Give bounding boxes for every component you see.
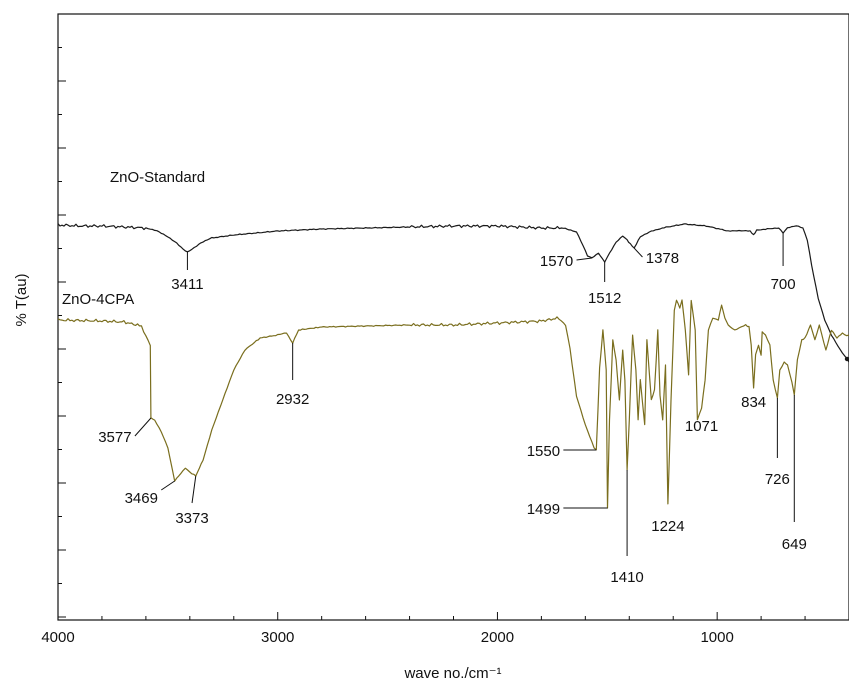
- y-axis-ticks: [58, 47, 66, 618]
- peak-label-726: 726: [765, 471, 790, 488]
- peak-label-1570: 1570: [540, 253, 573, 270]
- peak-label-1410: 1410: [610, 569, 643, 586]
- peak-label-3373: 3373: [175, 510, 208, 527]
- peak-label-1550: 1550: [527, 443, 560, 460]
- plot-frame: [57, 13, 849, 621]
- y-axis-title: % T(au): [13, 273, 30, 326]
- series-label-zno-standard: ZnO-Standard: [110, 169, 205, 186]
- peak-label-1512: 1512: [588, 290, 621, 307]
- peak-label-3411: 3411: [171, 276, 203, 293]
- peak-leader-line: [160, 480, 175, 491]
- x-tick-label: 2000: [481, 629, 514, 646]
- peak-label-700: 700: [771, 276, 796, 293]
- x-tick-label: 1000: [700, 629, 733, 646]
- x-axis-title: wave no./cm⁻¹: [403, 665, 501, 682]
- peak-label-649: 649: [782, 536, 807, 553]
- peak-label-1224: 1224: [651, 518, 684, 535]
- series-line-zno-standard: [57, 223, 849, 363]
- peak-leader-line: [633, 247, 643, 258]
- peak-label-1378: 1378: [646, 250, 679, 267]
- x-tick-label: 4000: [41, 629, 74, 646]
- series-label-zno-4cpa: ZnO-4CPA: [62, 291, 134, 308]
- peak-label-834: 834: [741, 394, 766, 411]
- series-layer: [57, 223, 849, 509]
- peak-label-2932: 2932: [276, 391, 309, 408]
- x-axis-ticks: 4000 3000 2000 1000: [41, 612, 806, 646]
- peak-label-3469: 3469: [125, 490, 158, 507]
- series-end-marker: [844, 356, 849, 362]
- peak-leader-line: [134, 417, 152, 437]
- peak-annotations: 3411 1570 1512 1378 700 2932 3577 3469 3373 1550 1…: [98, 233, 807, 586]
- peak-label-1499: 1499: [527, 501, 560, 518]
- series-line-zno-4cpa: [57, 299, 849, 509]
- peak-leader-line: [576, 257, 592, 261]
- peak-label-3577: 3577: [98, 429, 131, 446]
- x-tick-label: 3000: [261, 629, 294, 646]
- peak-leader-line: [191, 475, 197, 504]
- peak-label-1071: 1071: [685, 418, 718, 435]
